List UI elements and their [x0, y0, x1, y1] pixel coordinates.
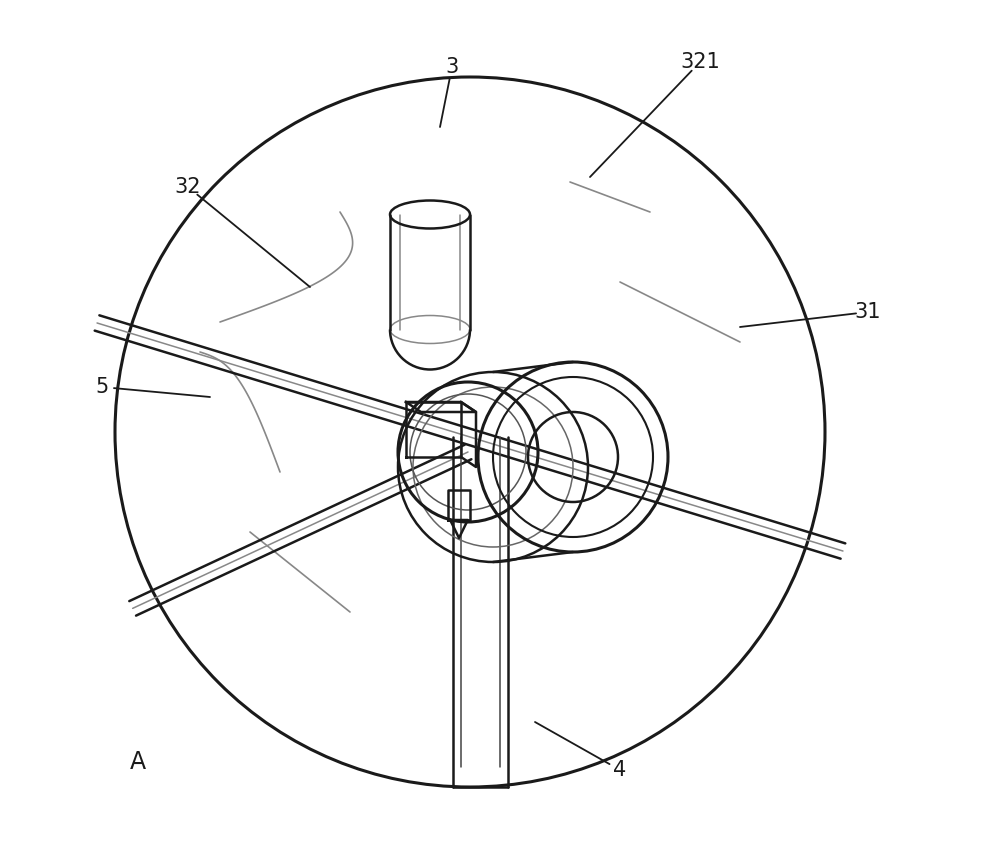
Text: 3: 3: [445, 57, 459, 77]
Text: 32: 32: [175, 177, 201, 197]
Text: 321: 321: [680, 52, 720, 72]
Text: 5: 5: [95, 377, 109, 397]
Text: A: A: [130, 750, 146, 774]
Text: 4: 4: [613, 760, 627, 780]
Text: 31: 31: [855, 302, 881, 322]
